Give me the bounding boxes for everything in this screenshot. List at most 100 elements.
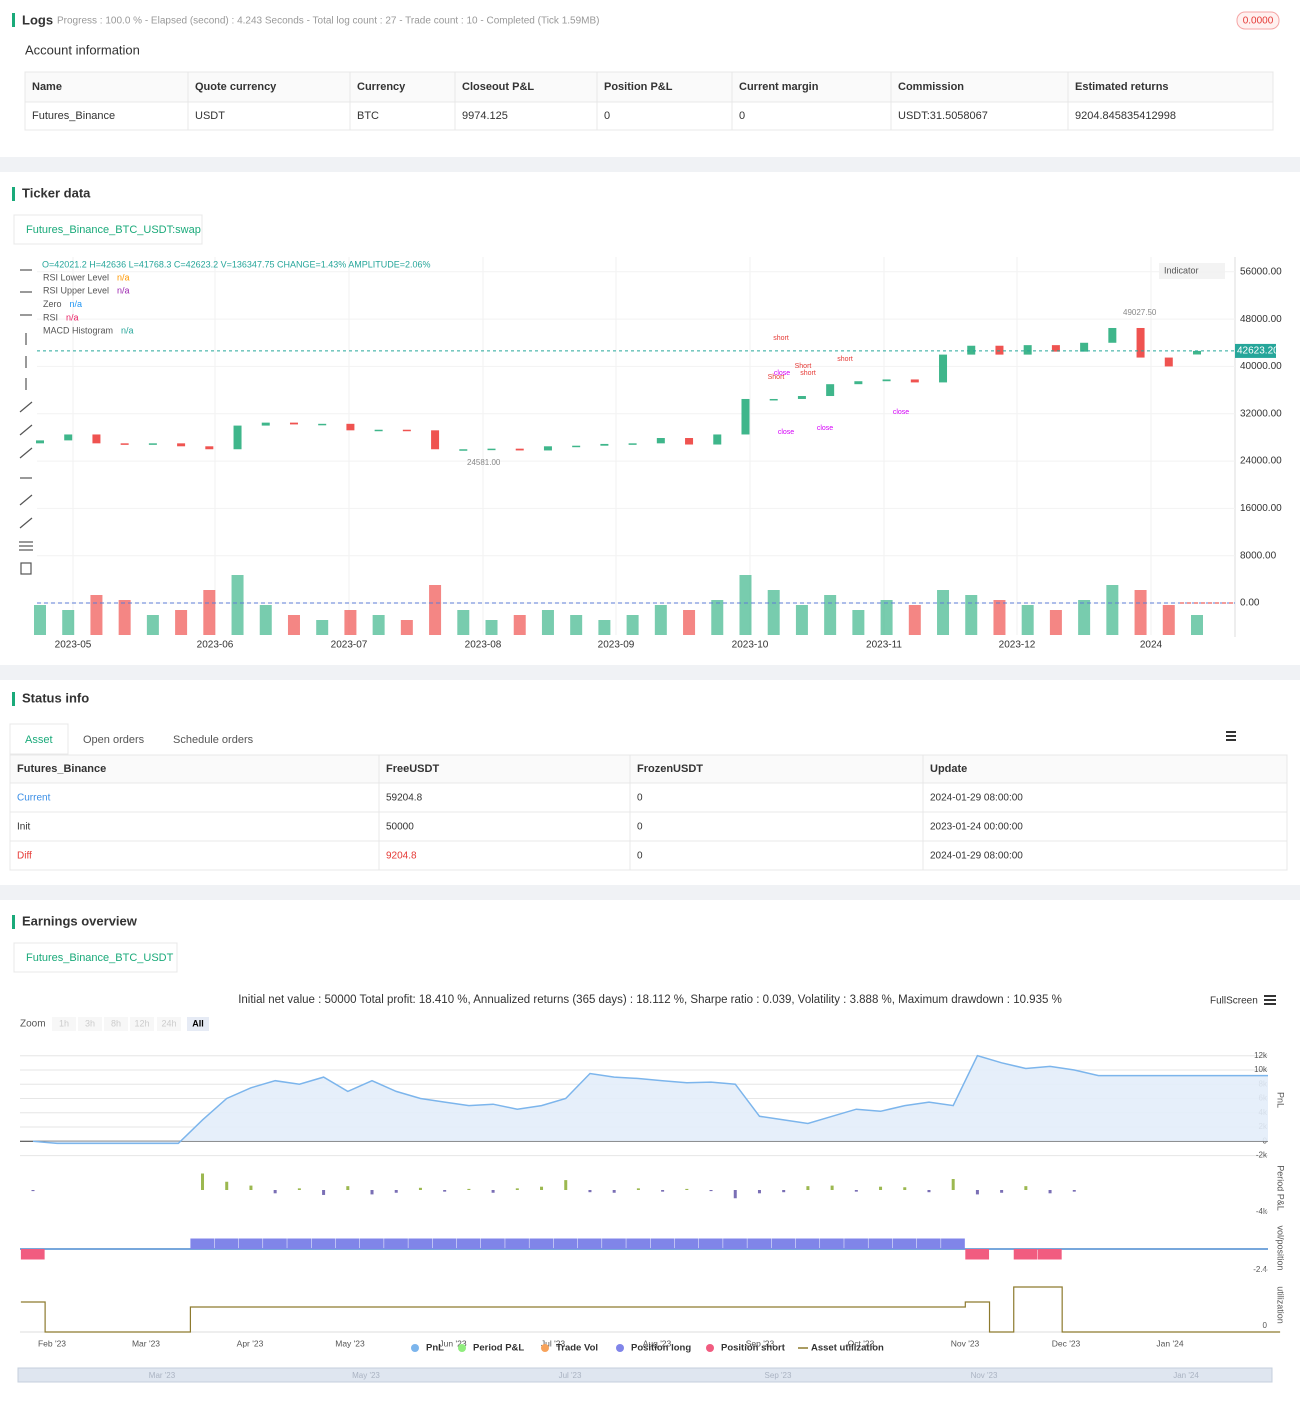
- navigator-label: Jan '24: [1173, 1371, 1199, 1380]
- legend-label[interactable]: PnL: [426, 1343, 444, 1354]
- zoom-button-label[interactable]: 12h: [134, 1018, 149, 1028]
- volume-bar: [118, 600, 131, 635]
- period-bar: [1072, 1190, 1076, 1192]
- navigator-label: Sep '23: [765, 1371, 792, 1380]
- x-tick-label: Jun '23: [439, 1338, 466, 1348]
- pnl-area: [33, 1055, 1268, 1144]
- volume-bar: [1049, 610, 1062, 635]
- zoom-button-label[interactable]: 8h: [111, 1018, 121, 1028]
- table-row-bg: [9, 840, 1288, 871]
- legend-label[interactable]: Trade Vol: [556, 1343, 598, 1354]
- candle-body: [1080, 342, 1089, 352]
- candle-body: [1193, 350, 1201, 355]
- y-tick-label: -2.4: [1253, 1265, 1267, 1274]
- table-header-bg: [9, 754, 1288, 784]
- volume-bar: [654, 605, 667, 635]
- cell: Init: [17, 822, 31, 833]
- tab[interactable]: [13, 214, 203, 245]
- y-tick-label: 16000.00: [1240, 503, 1282, 514]
- zoom-button[interactable]: [187, 1017, 209, 1031]
- menu-icon[interactable]: [1226, 731, 1276, 1005]
- navigator[interactable]: [17, 1367, 1273, 1383]
- y-tick-label: 56000.00: [1240, 266, 1282, 277]
- indicator-button-label[interactable]: Indicator: [1164, 265, 1199, 275]
- candle-body: [177, 443, 186, 447]
- position-bar: [432, 1238, 457, 1249]
- last-price-box: [1235, 343, 1276, 358]
- tab-active[interactable]: [9, 723, 69, 755]
- axis-title: PnL: [1276, 1092, 1286, 1108]
- zoom-button[interactable]: [104, 1017, 128, 1031]
- period-bar: [467, 1188, 471, 1190]
- zoom-button-label[interactable]: All: [192, 1018, 204, 1028]
- position-bar: [941, 1238, 965, 1249]
- volume-bar: [429, 585, 442, 635]
- tab-label[interactable]: Open orders: [83, 734, 145, 746]
- volume-bar: [457, 610, 470, 635]
- period-bar: [830, 1185, 834, 1190]
- table-row-bg: [9, 782, 1288, 813]
- tab-label[interactable]: Asset: [25, 734, 53, 746]
- signal-label: close: [817, 425, 833, 432]
- zoom-button-label[interactable]: 1h: [59, 1018, 69, 1028]
- zoom-button[interactable]: [157, 1017, 181, 1031]
- tab[interactable]: [13, 942, 178, 973]
- period-bar: [757, 1190, 761, 1194]
- legend-value: n/a: [121, 326, 134, 336]
- x-tick-label: Oct '23: [848, 1338, 875, 1348]
- legend-symbol: [458, 1344, 466, 1352]
- legend-label[interactable]: Period P&L: [473, 1343, 524, 1354]
- column-header: FreeUSDT: [386, 763, 439, 775]
- position-bar: [214, 1238, 239, 1249]
- zoom-button-label[interactable]: 3h: [85, 1018, 95, 1028]
- signal-label: short: [800, 370, 816, 377]
- zoom-button[interactable]: [78, 1017, 102, 1031]
- x-tick-label: 2024: [1140, 640, 1163, 651]
- column-header: FrozenUSDT: [637, 763, 703, 775]
- volume-bar: [513, 615, 526, 635]
- cell: 50000: [386, 822, 414, 833]
- x-tick-label: Mar '23: [132, 1338, 160, 1348]
- volume-bar: [541, 610, 554, 635]
- zoom-button[interactable]: [52, 1017, 76, 1031]
- tab-label[interactable]: Futures_Binance_BTC_USDT:swap: [26, 224, 201, 236]
- position-bar: [747, 1238, 772, 1249]
- volume-bar: [1106, 585, 1119, 635]
- volume-bar: [683, 610, 696, 635]
- candle-body: [92, 434, 101, 444]
- position-bar: [602, 1238, 626, 1249]
- last-price-label: 42623.20: [1237, 346, 1279, 357]
- cell: 0: [637, 793, 643, 804]
- zoom-button-label[interactable]: 24h: [161, 1018, 176, 1028]
- volume-bar: [485, 620, 498, 635]
- earnings-title: Earnings overview: [22, 913, 138, 928]
- period-bar: [31, 1190, 35, 1192]
- tab-label[interactable]: Futures_Binance_BTC_USDT: [26, 952, 174, 964]
- position-bar: [916, 1238, 941, 1249]
- volume-bar: [231, 575, 244, 635]
- candle-body: [656, 438, 665, 444]
- volume-bar: [711, 600, 724, 635]
- signal-label: close: [774, 370, 790, 377]
- tab-label[interactable]: Schedule orders: [173, 734, 254, 746]
- zoom-button[interactable]: [130, 1017, 154, 1031]
- position-bar: [892, 1238, 917, 1249]
- logs-title: Logs: [22, 12, 53, 27]
- legend-name: MACD Histogram: [43, 326, 113, 336]
- candle-body: [402, 429, 411, 432]
- zoom-label: Zoom: [20, 1019, 46, 1030]
- cell: USDT:31.5058067: [898, 110, 988, 122]
- period-bar: [418, 1187, 422, 1190]
- legend-label[interactable]: Asset utilization: [811, 1343, 884, 1354]
- signal-label: Short: [795, 363, 812, 370]
- volume-bar: [570, 615, 583, 635]
- cell: Current: [17, 793, 51, 804]
- separator: [0, 665, 1300, 680]
- indicator-button[interactable]: [1159, 263, 1225, 279]
- legend-label[interactable]: Position long: [631, 1343, 691, 1354]
- position-bar: [820, 1238, 844, 1249]
- legend-label[interactable]: Position short: [721, 1343, 786, 1354]
- position-bar: [577, 1238, 602, 1249]
- fullscreen[interactable]: FullScreen: [1210, 996, 1258, 1007]
